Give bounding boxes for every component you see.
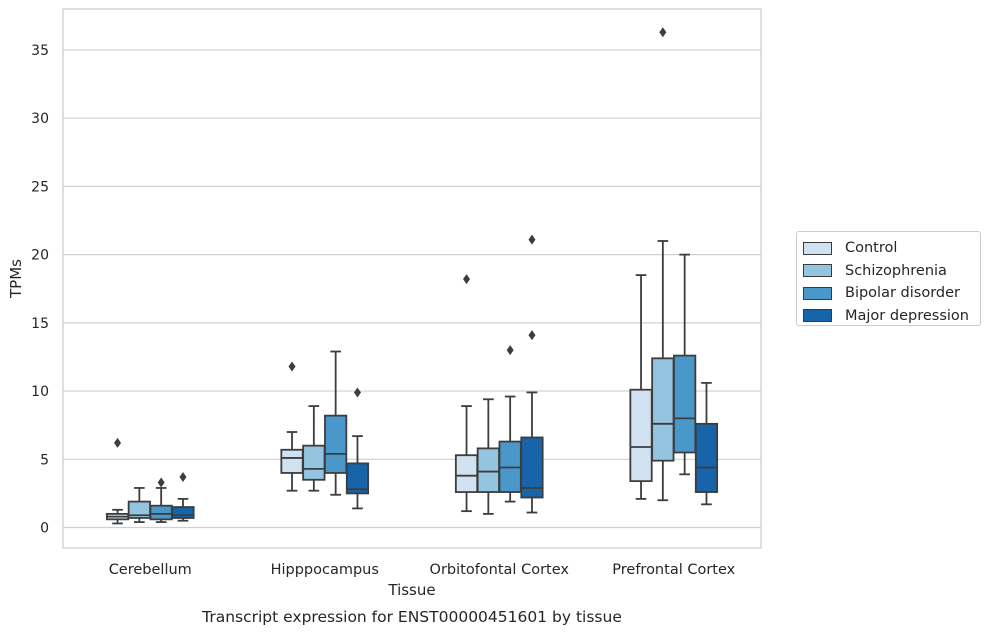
series-schizophrenia [127,27,675,523]
y-tick-label: 5 [40,452,49,468]
box [629,274,653,500]
y-tick-label: 20 [31,248,49,264]
box-iqr [454,454,479,493]
box [498,345,522,503]
box-iqr [149,504,173,521]
x-tick-label: Hipppocampus [271,562,379,578]
y-tick-label: 25 [31,179,49,195]
outlier-point [506,345,514,356]
x-tick-labels: Cerebellum Hipppocampus Orbitofontal Corte… [109,562,736,578]
box [520,234,544,514]
legend-item: Major depression [803,305,980,328]
box [345,387,370,510]
x-tick-label: Orbitofontal Cortex [430,562,570,578]
y-tick-label: 30 [31,111,49,127]
box [454,274,479,513]
box-iqr [651,357,675,462]
y-tick-label: 0 [40,521,49,537]
box-iqr [694,422,719,493]
outlier-point [528,330,536,341]
legend-label: Major depression [845,307,969,324]
legend-item: Schizophrenia [803,260,980,283]
x-axis-label: Tissue [387,581,435,599]
box [673,253,697,476]
box-iqr [476,447,500,493]
outlier-point [179,472,187,483]
series-control [105,274,653,525]
legend-item: Control [803,237,980,260]
box [149,477,173,523]
box [324,350,348,496]
box [476,398,500,515]
box [302,405,326,492]
y-tick-label: 15 [31,316,49,332]
gridlines [63,49,761,529]
x-tick-label: Prefrontal Cortex [612,562,735,578]
outlier-point [157,477,165,488]
y-tick-label: 35 [31,43,49,59]
box [105,437,130,525]
box [651,27,675,502]
box-iqr [302,444,326,481]
x-tick-label: Cerebellum [109,562,192,578]
box [171,472,195,522]
box [280,361,304,492]
box-iqr [520,436,544,499]
legend-label: Bipolar disorder [845,285,960,302]
outlier-point [528,234,536,245]
box-iqr [629,388,653,483]
box-iqr [171,506,195,519]
legend-swatch [803,286,832,300]
box-iqr [673,354,697,454]
plot-frame [62,8,762,549]
y-tick-labels: 0 5 10 15 20 25 30 35 [31,43,49,537]
legend-swatch [803,241,832,255]
legend-swatch [803,264,832,278]
box-iqr [345,462,370,495]
outlier-point [114,437,122,448]
outlier-point [288,361,296,372]
legend: Control Schizophrenia Bipolar disorder Majo… [796,231,981,326]
y-tick-label: 10 [31,384,49,400]
box-iqr [324,414,348,474]
series-major-depression [171,234,719,522]
outlier-point [353,387,361,398]
legend-item: Bipolar disorder [803,282,980,305]
y-axis-label: TPMs [7,259,25,299]
box-iqr [280,448,304,474]
outlier-point [463,274,471,285]
box [694,381,719,506]
box [127,487,151,523]
chart-title: Transcript expression for ENST0000045160… [201,608,622,626]
box-series [105,27,719,525]
legend-label: Control [845,240,898,257]
series-bipolar-disorder [149,253,697,523]
outlier-point [659,27,667,38]
legend-swatch [803,309,832,323]
legend-label: Schizophrenia [845,262,947,279]
